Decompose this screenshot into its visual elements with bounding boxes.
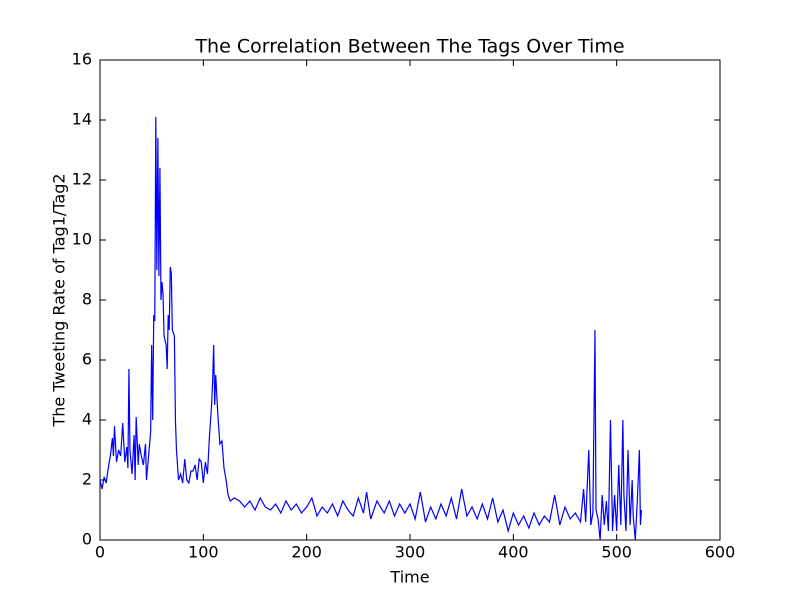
- x-tick-label: 300: [395, 543, 426, 562]
- y-tick-label: 8: [82, 290, 92, 309]
- x-tick-label: 600: [705, 543, 736, 562]
- y-tick-label: 4: [82, 410, 92, 429]
- data-line: [99, 116, 643, 541]
- y-tick-label: 10: [72, 230, 92, 249]
- y-tick-label: 0: [82, 530, 92, 549]
- x-tick-label: 500: [601, 543, 632, 562]
- y-tick-label: 12: [72, 170, 92, 189]
- y-tick-label: 16: [72, 50, 92, 69]
- y-tick-label: 2: [82, 470, 92, 489]
- x-axis-label: Time: [389, 568, 429, 587]
- x-tick-label: 100: [188, 543, 219, 562]
- y-tick-label: 6: [82, 350, 92, 369]
- y-axis-label: The Tweeting Rate of Tag1/Tag2: [50, 173, 69, 427]
- x-tick-label: 400: [498, 543, 529, 562]
- y-tick-label: 14: [72, 110, 92, 129]
- x-tick-label: 0: [95, 543, 105, 562]
- chart-title: The Correlation Between The Tags Over Ti…: [194, 36, 624, 58]
- x-tick-label: 200: [291, 543, 322, 562]
